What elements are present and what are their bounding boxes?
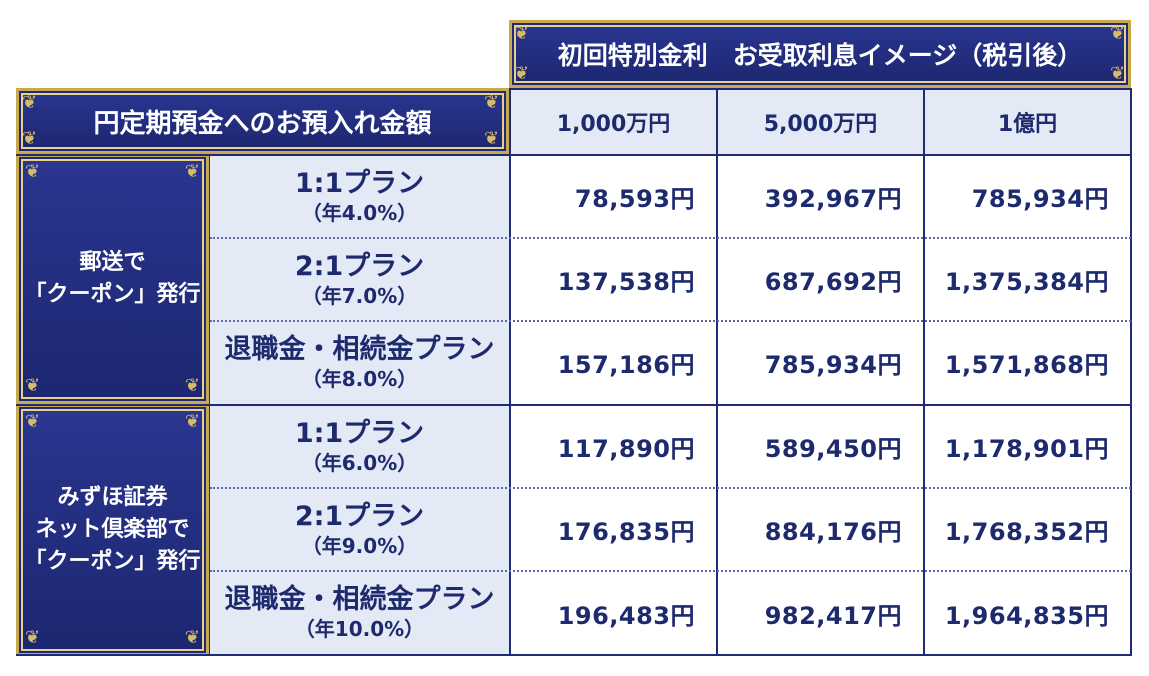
grid-line: [16, 404, 1132, 406]
amount-header-label: 1,000万円: [556, 111, 671, 137]
plan-cell: 2:1プラン （年9.0%）: [209, 488, 510, 571]
group-label-text: みずほ証券 ネット倶楽部で 「クーポン」発行: [24, 482, 200, 578]
amount-header-1oku: 1億円: [924, 89, 1131, 154]
grid-line: [716, 88, 718, 656]
ornament-icon: ❦: [25, 161, 41, 182]
value-cell: 1,768,352円: [924, 488, 1131, 571]
ornament-icon: ❦: [1110, 63, 1126, 84]
grid-line: [509, 88, 511, 656]
group-label-line: 「クーポン」発行: [24, 282, 201, 307]
ornament-icon: ❦: [25, 411, 41, 432]
grid-line: [209, 154, 210, 656]
grid-line: [1130, 88, 1132, 656]
group-net-club-coupon-label: みずほ証券 ネット倶楽部で 「クーポン」発行 ❦ ❦ ❦ ❦: [16, 404, 209, 656]
grid-line: [16, 654, 1132, 656]
deposit-amount-header-text: 円定期預金へのお預入れ金額: [93, 108, 432, 139]
plan-rate: （年8.0%）: [301, 366, 418, 391]
group-label-line: 郵送で: [79, 250, 146, 275]
plan-rate: （年10.0%）: [294, 617, 425, 641]
ornament-icon: ❦: [25, 375, 41, 396]
group-label-line: ネット倶楽部で: [35, 517, 190, 542]
value-cell: 884,176円: [717, 488, 924, 571]
ornament-icon: ❦: [22, 128, 38, 149]
row-separator: [210, 320, 1131, 322]
group-label-text: 郵送で 「クーポン」発行: [24, 247, 200, 311]
ornament-icon: ❦: [1110, 23, 1126, 44]
plan-rate: （年4.0%）: [301, 200, 418, 225]
row-separator: [210, 570, 1131, 572]
group-label-line: みずほ証券: [57, 485, 168, 510]
ornament-icon: ❦: [184, 627, 200, 648]
value-cell: 589,450円: [717, 405, 924, 488]
ornament-icon: ❦: [184, 375, 200, 396]
value-cell: 1,964,835円: [924, 571, 1131, 655]
value-cell: 117,890円: [510, 405, 717, 488]
ornament-icon: ❦: [25, 627, 41, 648]
plan-name: 2:1プラン: [294, 250, 425, 282]
ornament-icon: ❦: [484, 128, 500, 149]
amount-header-label: 1億円: [997, 111, 1058, 137]
plan-name: 退職金・相続金プラン: [224, 333, 495, 365]
value-cell: 196,483円: [510, 571, 717, 655]
ornament-icon: ❦: [514, 63, 530, 84]
value-cell: 1,571,868円: [924, 321, 1131, 404]
row-separator: [210, 487, 1131, 489]
plan-cell: 退職金・相続金プラン （年8.0%）: [209, 321, 510, 404]
ornament-icon: ❦: [22, 92, 38, 113]
deposit-amount-header: 円定期預金へのお預入れ金額: [16, 88, 509, 154]
value-cell: 687,692円: [717, 238, 924, 321]
plan-cell: 1:1プラン （年4.0%）: [209, 155, 510, 238]
value-cell: 1,375,384円: [924, 238, 1131, 321]
grid-line: [16, 154, 1132, 156]
value-cell: 157,186円: [510, 321, 717, 404]
amount-header-1000man: 1,000万円: [510, 89, 717, 154]
plan-rate: （年6.0%）: [301, 450, 418, 475]
value-cell: 137,538円: [510, 238, 717, 321]
value-cell: 982,417円: [717, 571, 924, 655]
grid-line: [923, 88, 925, 656]
row-separator: [210, 237, 1131, 239]
ornament-icon: ❦: [184, 161, 200, 182]
amount-header-5000man: 5,000万円: [717, 89, 924, 154]
plan-name: 2:1プラン: [294, 500, 425, 532]
special-rate-header: 初回特別金利 お受取利息イメージ（税引後）: [509, 20, 1131, 88]
value-cell: 176,835円: [510, 488, 717, 571]
value-cell: 785,934円: [924, 155, 1131, 238]
special-rate-header-text: 初回特別金利 お受取利息イメージ（税引後）: [557, 41, 1083, 70]
plan-name: 1:1プラン: [294, 167, 425, 199]
ornament-icon: ❦: [184, 411, 200, 432]
value-cell: 785,934円: [717, 321, 924, 404]
group-mail-coupon-label: 郵送で 「クーポン」発行 ❦ ❦ ❦ ❦: [16, 154, 209, 404]
grid-line: [509, 88, 1132, 90]
amount-header-label: 5,000万円: [763, 111, 878, 137]
plan-rate: （年7.0%）: [301, 283, 418, 308]
plan-name: 退職金・相続金プラン: [224, 584, 495, 615]
value-cell: 392,967円: [717, 155, 924, 238]
plan-cell: 1:1プラン （年6.0%）: [209, 405, 510, 488]
ornament-icon: ❦: [484, 92, 500, 113]
group-label-line: 「クーポン」発行: [24, 549, 201, 574]
plan-rate: （年9.0%）: [301, 533, 418, 558]
ornament-icon: ❦: [514, 23, 530, 44]
plan-cell: 退職金・相続金プラン （年10.0%）: [209, 571, 510, 655]
value-cell: 78,593円: [510, 155, 717, 238]
plan-cell: 2:1プラン （年7.0%）: [209, 238, 510, 321]
value-cell: 1,178,901円: [924, 405, 1131, 488]
plan-name: 1:1プラン: [294, 417, 425, 449]
